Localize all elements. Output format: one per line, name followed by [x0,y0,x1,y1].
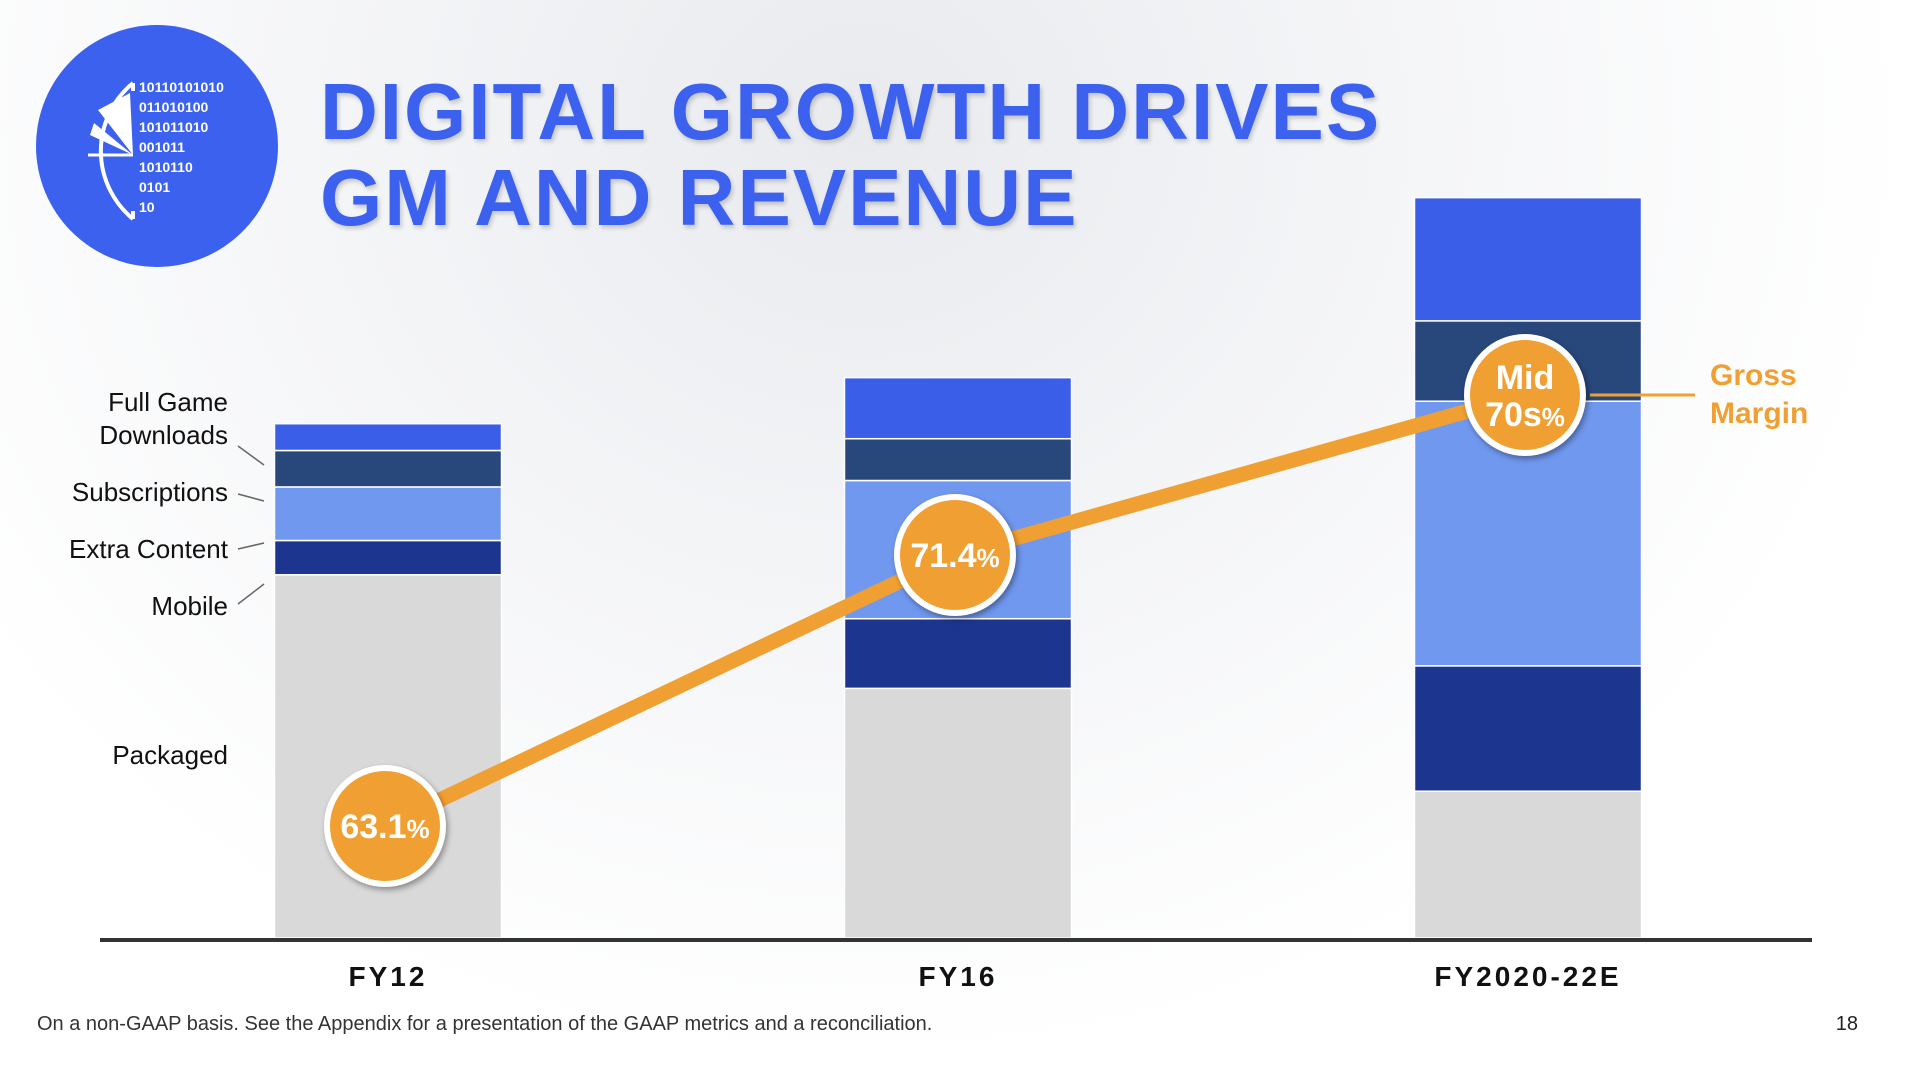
gross-margin-marker [1464,334,1586,456]
legend-label-subscriptions: Subscriptions [72,477,228,507]
legend-leader-line [237,445,265,466]
gross-margin-label: Margin [1710,397,1808,430]
logo-binary-line: 001011 [139,139,185,155]
logo-gauge-arc [98,81,135,221]
logo: 10110101010 011010100 101011010 001011 1… [36,25,278,267]
x-tick-label: FY16 [919,961,998,992]
bar-segment-mobile-fy2020-22e [1413,665,1643,792]
legend-label-extra-content: Extra Content [69,534,229,564]
bar-segment-full-game-downloads-fy12 [273,422,503,452]
legend: Full Game Downloads Subscriptions Extra … [69,387,265,770]
gross-margin-value-label: Mid [1496,359,1555,397]
x-tick-label: FY12 [349,961,428,992]
legend-label-full-game-downloads: Downloads [99,420,228,450]
bar-segment-packaged-fy2020-22e [1413,790,1643,939]
footnote: On a non-GAAP basis. See the Appendix fo… [37,1013,933,1035]
legend-leader-line [237,542,265,550]
gross-margin-point: 63.1% [324,765,446,887]
page-number: 18 [1835,1013,1858,1035]
gross-margin-value-label: 70s% [1485,396,1565,434]
bar-segment-full-game-downloads-fy2020-22e [1413,196,1643,322]
legend-leader-line [237,493,265,502]
bar-segment-mobile-fy16 [843,617,1073,690]
logo-binary-line: 1010110 [139,159,193,175]
logo-binary-line: 0101 [139,179,170,195]
bar-segment-full-game-downloads-fy16 [843,376,1073,440]
page-title-line-2: GM AND REVENUE [320,153,1079,242]
gross-margin-value-label: 63.1% [340,808,429,846]
bar-segment-mobile-fy12 [273,539,503,576]
legend-label-packaged: Packaged [112,740,228,770]
gross-margin-point: 71.4% [894,494,1016,616]
logo-binary-line: 011010100 [139,99,209,115]
page-title-line-1: DIGITAL GROWTH DRIVES [320,67,1382,156]
bar-segment-packaged-fy16 [843,687,1073,939]
bar-segment-subscriptions-fy12 [273,449,503,488]
x-axis-ticks: FY12 FY16 FY2020-22E [349,961,1621,992]
binary-gauge-icon: 10110101010 011010100 101011010 001011 1… [36,25,278,267]
bar-segment-subscriptions-fy16 [843,437,1073,482]
gross-margin-marker [894,494,1016,616]
legend-leader-line [237,583,265,605]
gross-margin-value-label: 71.4% [910,537,999,575]
legend-label-full-game-downloads: Full Game [108,387,228,417]
logo-gauge-needle [98,93,133,155]
revenue-mix-chart: FY12 FY16 FY2020-22E Full Game Downloads S… [69,196,1812,992]
bar-segment-extra-content-fy12 [273,486,503,542]
logo-binary-line: 10110101010 [139,79,224,95]
gross-margin-label: Gross [1710,359,1797,392]
logo-binary-line: 10 [139,199,155,215]
legend-label-mobile: Mobile [151,591,228,621]
x-tick-label: FY2020-22E [1434,961,1621,992]
gross-margin-marker [324,765,446,887]
logo-circle [36,25,278,267]
logo-binary-line: 101011010 [139,119,209,135]
